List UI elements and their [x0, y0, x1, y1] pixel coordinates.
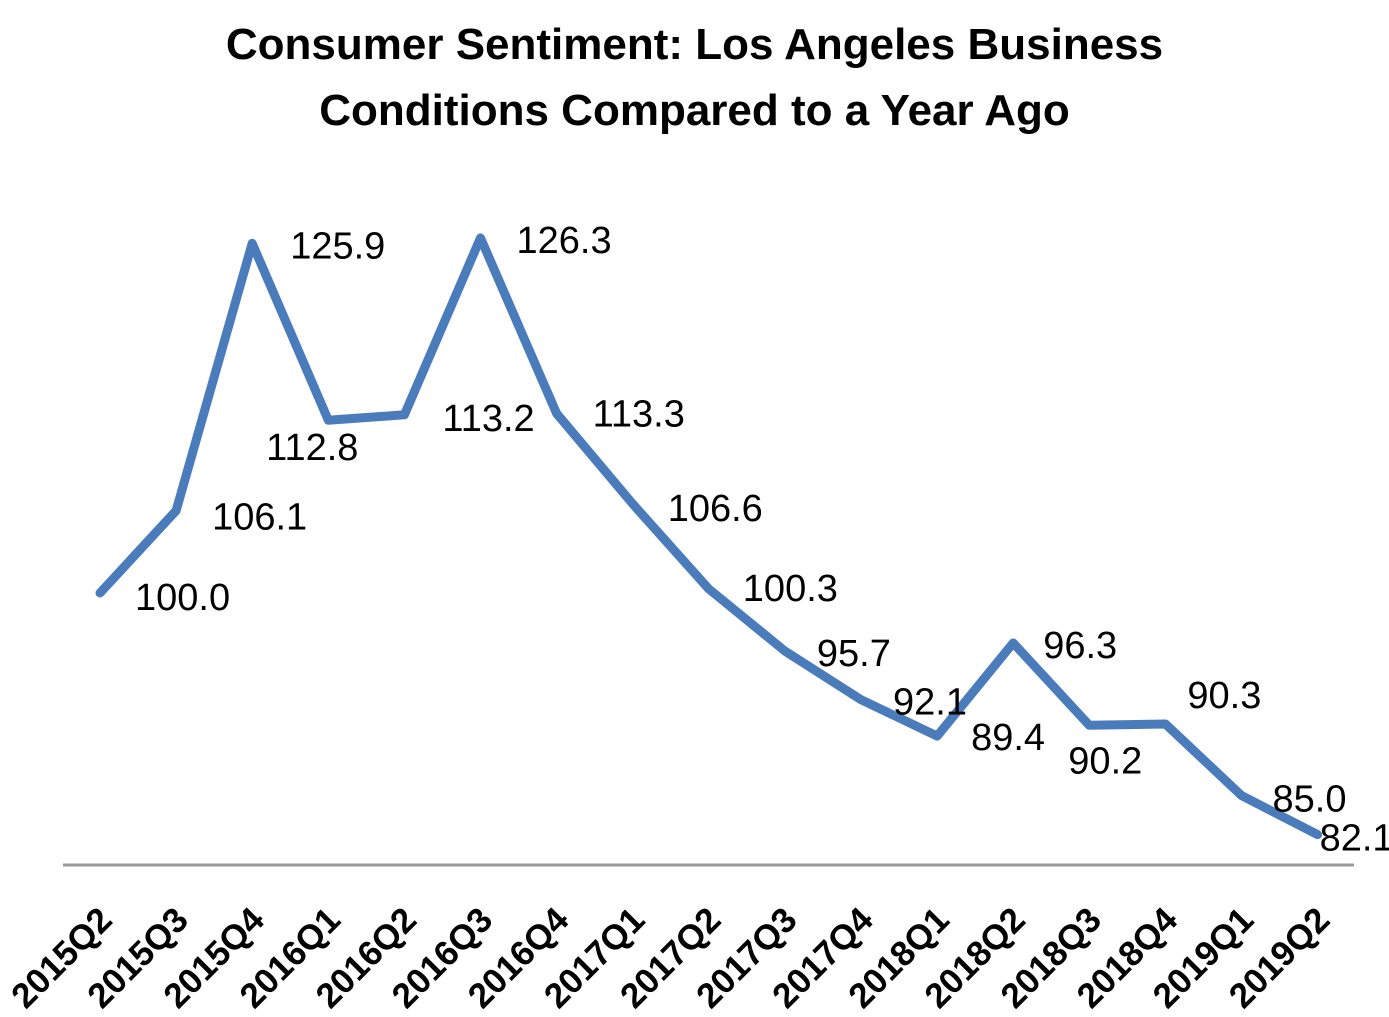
data-label-2018q4: 90.3	[1187, 675, 1261, 717]
data-label-2015q3: 106.1	[212, 497, 307, 539]
data-label-2017q3: 95.7	[817, 633, 891, 675]
data-label-2018q3: 90.2	[1068, 740, 1142, 782]
data-label-2017q1: 106.6	[668, 488, 763, 530]
data-label-2015q2: 100.0	[135, 577, 230, 619]
data-label-2018q1: 89.4	[971, 717, 1045, 759]
series-line	[95, 233, 1323, 840]
chart-title-line1: Consumer Sentiment: Los Angeles Business	[225, 20, 1164, 69]
data-label-2019q1: 85.0	[1273, 779, 1347, 821]
data-label-2016q4: 113.3	[593, 394, 685, 436]
chart-title-line2: Conditions Compared to a Year Ago	[319, 86, 1070, 135]
data-label-2019q2: 82.1	[1320, 818, 1389, 860]
data-label-2016q1: 112.8	[266, 427, 358, 469]
data-label-2016q2: 113.2	[442, 398, 534, 440]
data-label-2016q3: 126.3	[517, 220, 612, 262]
data-label-2015q4: 125.9	[290, 225, 385, 267]
chart-title: Consumer Sentiment: Los Angeles Business…	[0, 12, 1389, 144]
data-label-2017q2: 100.3	[743, 568, 838, 610]
data-label-2018q2: 96.3	[1043, 625, 1117, 667]
data-label-2017q4: 92.1	[893, 682, 967, 724]
